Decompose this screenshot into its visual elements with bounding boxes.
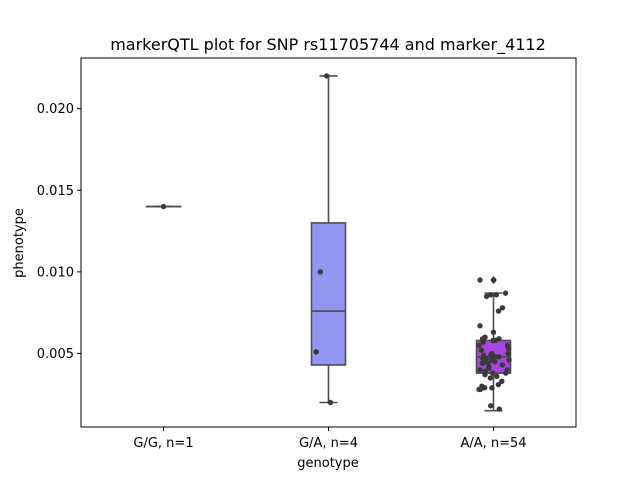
plot-area [145,73,512,412]
x-tick-label: G/A, n=4 [299,436,358,451]
data-point [323,73,330,79]
data-point [477,323,483,329]
data-point [489,370,496,376]
data-point [488,352,494,358]
y-axis-label: phenotype [12,208,27,278]
data-point [476,342,482,349]
data-point [487,403,494,409]
data-point [487,292,494,298]
data-point [505,350,511,357]
data-point [506,357,512,363]
data-point [160,203,167,210]
data-point [487,375,494,381]
data-point [313,349,319,355]
data-point [495,308,502,314]
x-tick-label: A/A, n=54 [460,436,526,451]
y-tick-label: 0.020 [37,102,74,117]
data-point [492,358,498,365]
data-point [489,385,495,391]
data-point [317,269,324,275]
x-axis-label: genotype [297,456,358,471]
y-tick-label: 0.015 [37,184,74,199]
data-point [481,385,488,391]
data-point [490,337,496,344]
point-group [160,203,167,210]
data-point [477,277,483,283]
data-point [479,360,486,367]
data-point [492,354,498,360]
y-axis: 0.005 0.010 0.015 0.020 [37,102,81,362]
chart-title: markerQTL plot for SNP rs11705744 and ma… [110,35,546,55]
x-tick-label: G/G, n=1 [133,436,193,451]
data-point [478,347,485,353]
data-point [493,292,500,298]
point-group [313,73,334,406]
data-point [499,378,505,384]
data-point [486,365,492,371]
data-point [496,354,502,360]
data-point [491,277,497,283]
data-point [503,370,509,376]
data-point [495,381,502,388]
data-point [327,399,334,406]
data-point [490,329,497,336]
data-point [499,362,505,368]
data-point [502,290,509,296]
y-tick-label: 0.005 [37,347,74,362]
data-point [483,293,490,300]
box [310,222,347,366]
data-point [476,386,482,393]
data-point [482,372,488,378]
data-point [499,305,506,311]
data-point [496,406,502,412]
data-point [480,339,486,345]
data-point [494,373,500,380]
data-point [477,367,483,373]
data-point [505,345,512,352]
point-group [476,277,512,412]
x-axis: G/G, n=1 G/A, n=4 A/A, n=54 [133,427,527,451]
y-tick-label: 0.010 [37,265,74,280]
